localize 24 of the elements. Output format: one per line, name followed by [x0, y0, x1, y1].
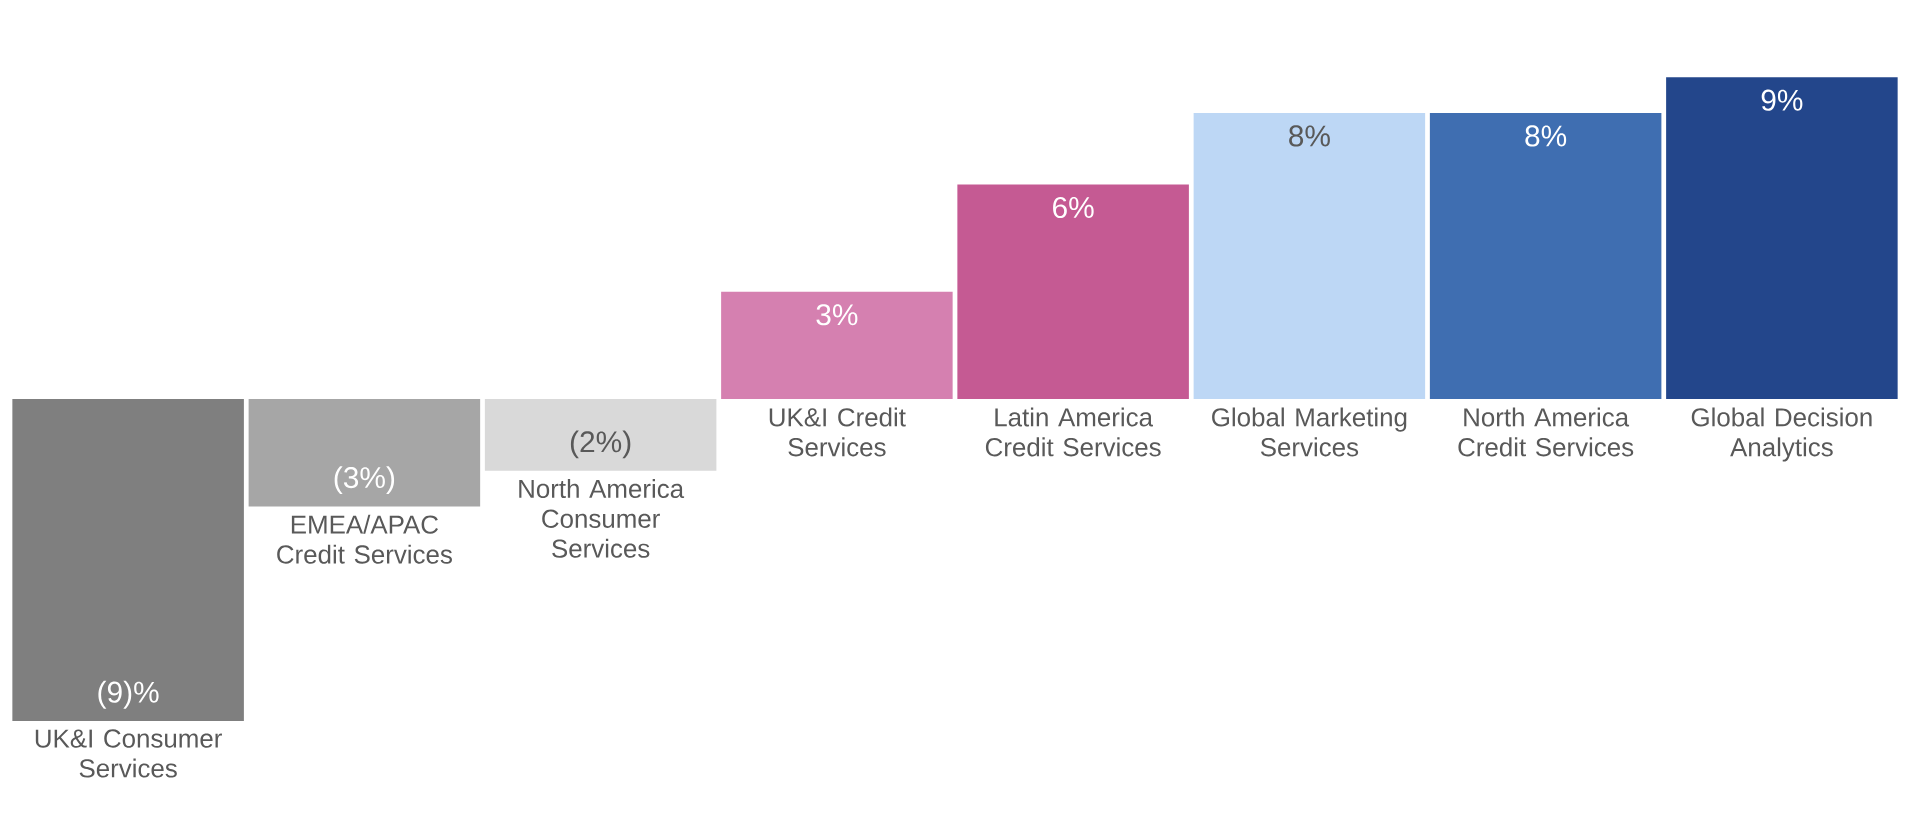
bar: [12, 399, 244, 721]
data-label: 8%: [1289, 125, 1330, 147]
data-label: 6%: [1053, 196, 1094, 219]
x-tick-label: Latin America Credit Services: [985, 407, 1161, 457]
x-tick-label: UK&I Consumer Services: [35, 729, 222, 778]
data-label: 3%: [816, 304, 858, 326]
x-tick-label: Global Decision Analytics: [1691, 407, 1872, 462]
data-label: 9%: [1761, 89, 1803, 111]
data-label: 8%: [1525, 125, 1567, 147]
x-tick-label: North America Credit Services: [1458, 407, 1634, 457]
data-label: (9)%: [98, 680, 159, 709]
x-tick-label: North America Consumer Services: [519, 479, 685, 558]
bar: [721, 291, 953, 400]
bar: [1666, 77, 1898, 400]
x-tick-label: Global Marketing Services: [1212, 407, 1407, 457]
data-label: (3%): [334, 466, 395, 495]
bar: [484, 399, 717, 471]
data-label: (2%): [570, 430, 631, 459]
bar: [1193, 113, 1426, 400]
bar: [1429, 113, 1662, 400]
x-tick-label: EMEA/APAC Credit Services: [277, 514, 452, 564]
bar: [957, 184, 1189, 400]
x-tick-label: UK&I Credit Services: [769, 407, 906, 457]
bar: [248, 399, 481, 507]
